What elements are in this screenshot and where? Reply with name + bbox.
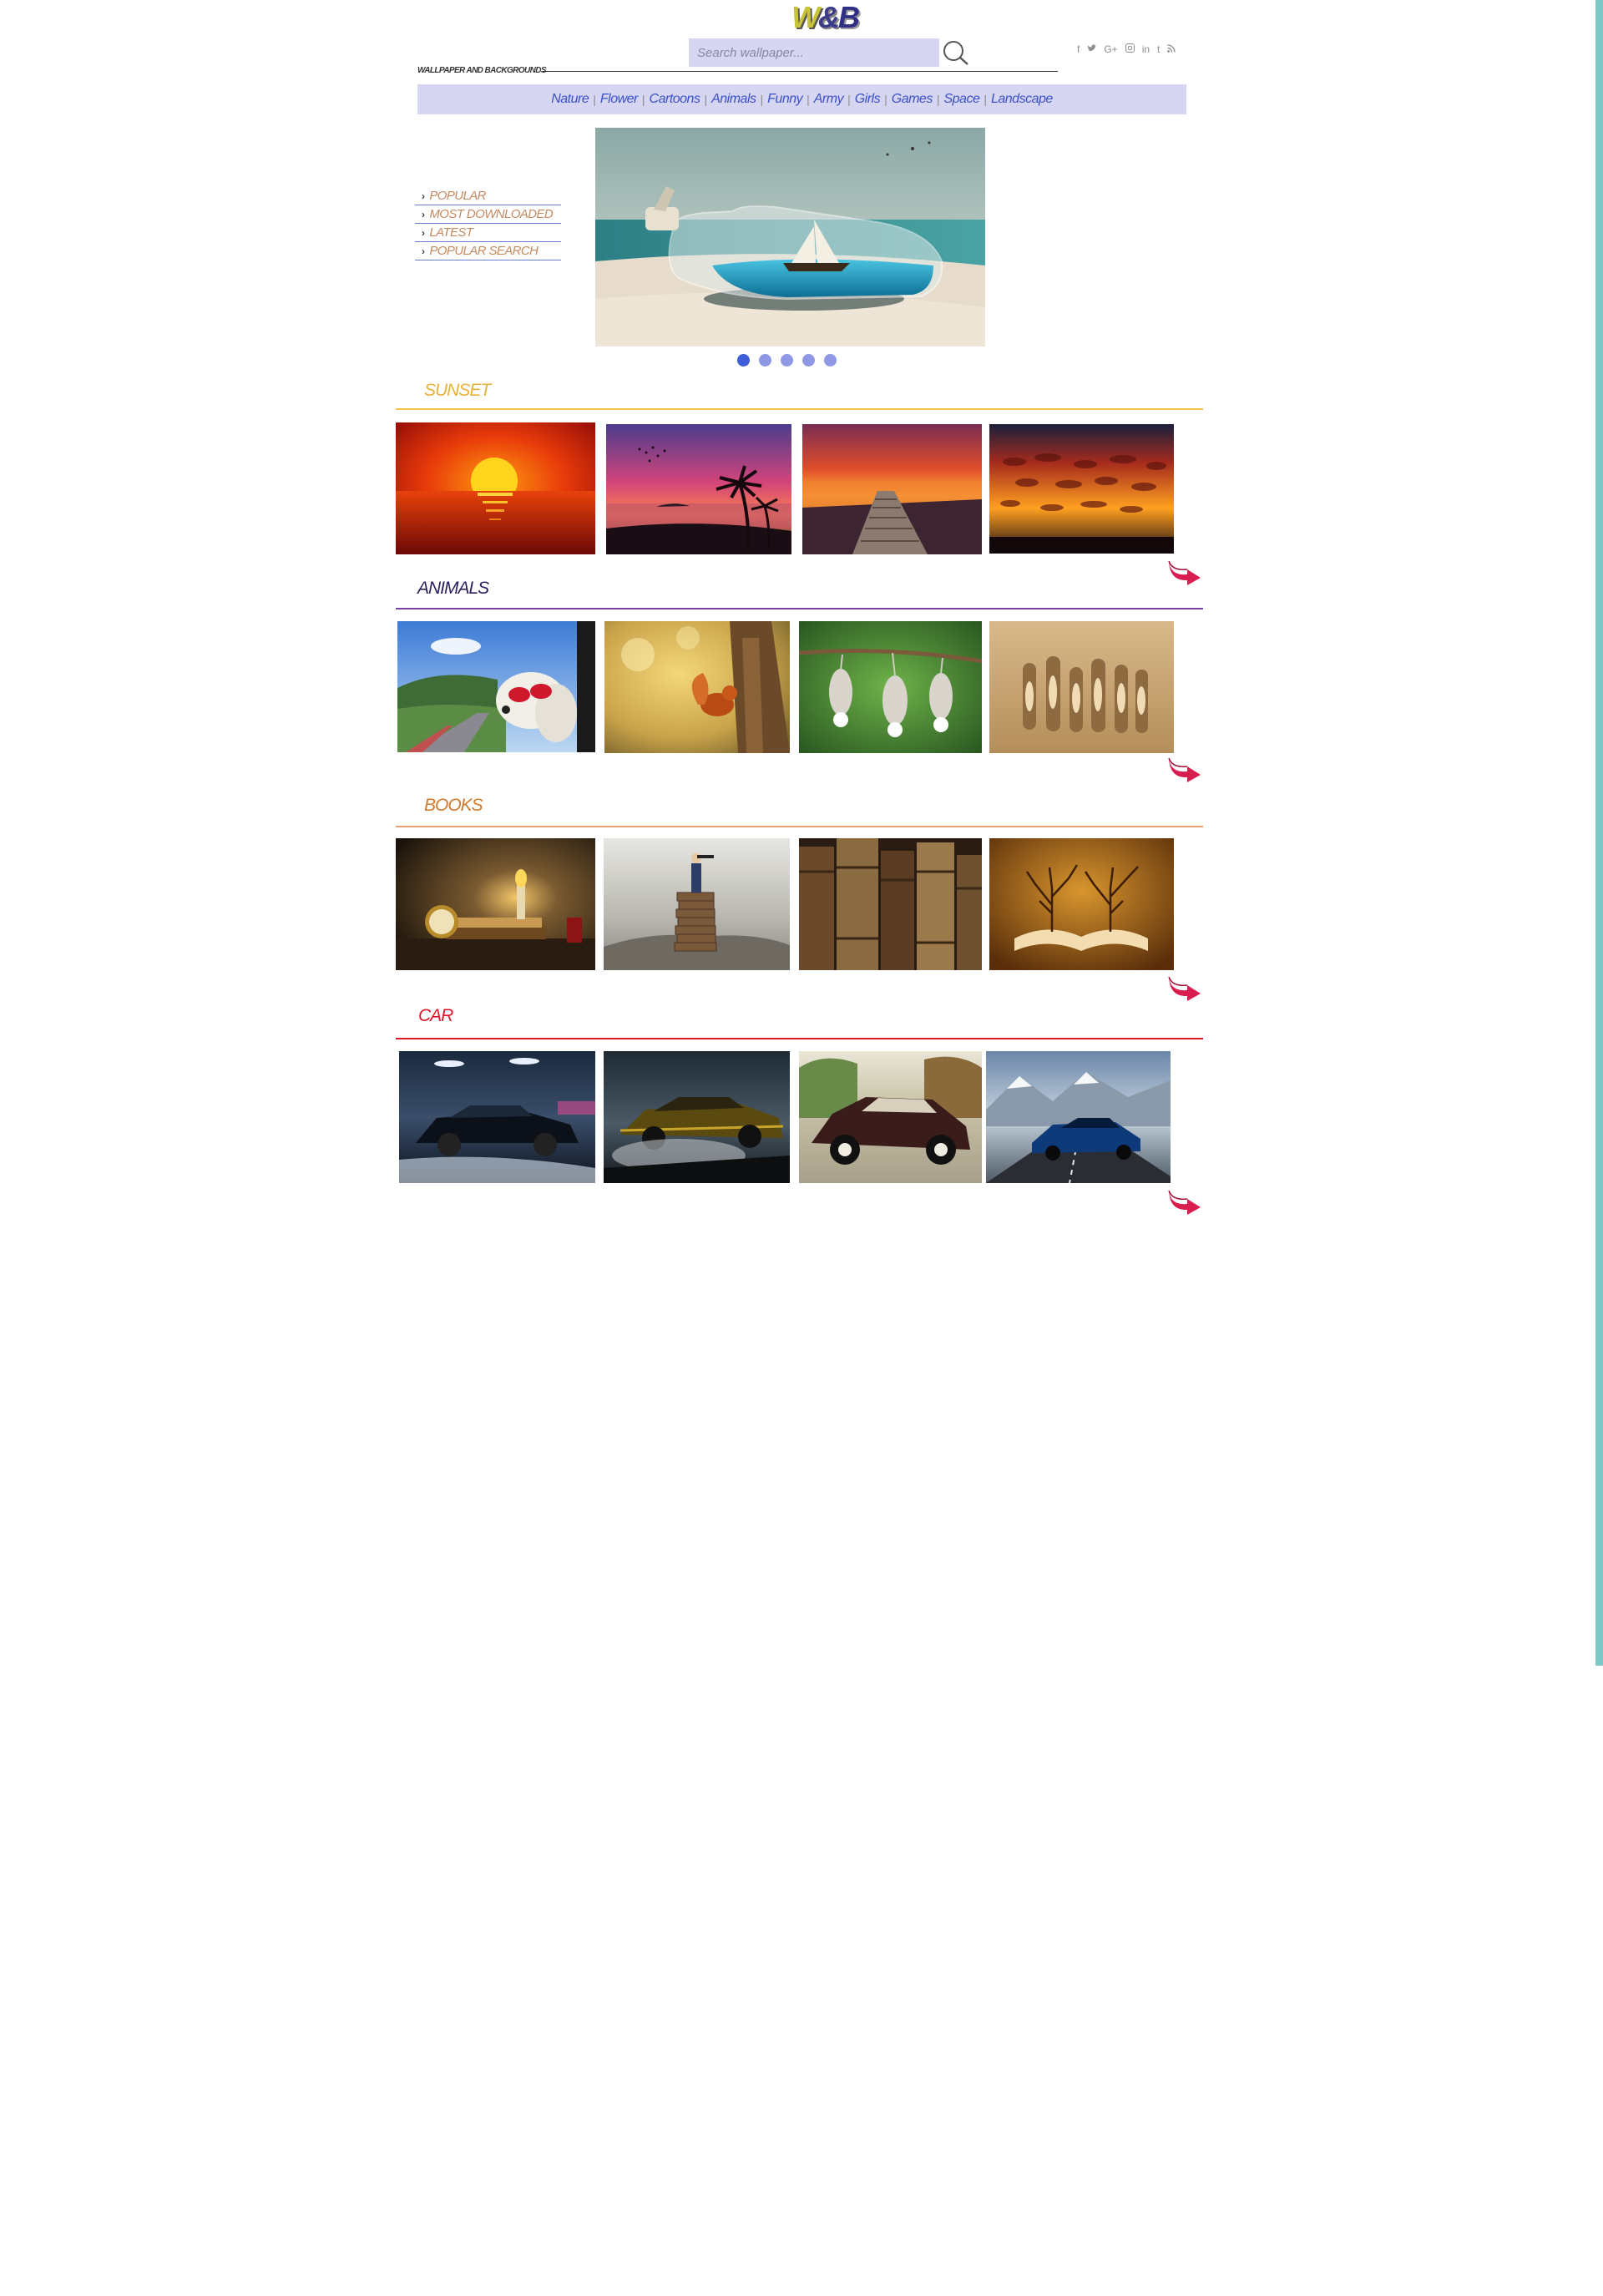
- nav-item-girls[interactable]: Girls: [854, 92, 881, 106]
- nav-separator: |: [884, 93, 887, 106]
- nav-item-games[interactable]: Games: [891, 92, 933, 106]
- twitter-icon[interactable]: [1087, 43, 1097, 55]
- side-item-most-downloaded[interactable]: › MOST DOWNLOADED: [415, 205, 561, 224]
- rss-icon[interactable]: [1167, 43, 1176, 55]
- section-divider: [396, 608, 1203, 609]
- slider-dot[interactable]: [824, 354, 837, 367]
- search-input[interactable]: [689, 38, 939, 67]
- tumblr-icon[interactable]: t: [1157, 43, 1161, 55]
- thumb-sunset-4[interactable]: [989, 424, 1174, 554]
- slider-dot[interactable]: [781, 354, 793, 367]
- side-item-label: POPULAR SEARCH: [429, 244, 539, 258]
- section-title-animals[interactable]: ANIMALS: [417, 579, 489, 598]
- side-menu: › POPULAR › MOST DOWNLOADED › LATEST › POPUL…: [415, 187, 561, 260]
- thumb-books-4[interactable]: [989, 838, 1174, 970]
- section-divider: [396, 1038, 1203, 1039]
- side-item-label: POPULAR: [429, 189, 486, 203]
- nav-item-cartoons[interactable]: Cartoons: [649, 92, 700, 106]
- logo-amp: &: [817, 0, 840, 34]
- slider-dot[interactable]: [802, 354, 815, 367]
- category-nav: Nature | Flower | Cartoons | Animals | Funny…: [417, 84, 1186, 114]
- instagram-icon[interactable]: [1125, 43, 1135, 55]
- thumb-sunset-1[interactable]: [396, 422, 595, 554]
- site-logo[interactable]: W&B: [791, 0, 875, 37]
- more-car-arrow-icon[interactable]: [1167, 1187, 1202, 1216]
- thumb-animals-4[interactable]: [989, 621, 1174, 753]
- thumb-animals-2[interactable]: [604, 621, 790, 753]
- logo-b: B: [837, 0, 860, 34]
- thumb-car-4[interactable]: [986, 1051, 1171, 1183]
- featured-slider-image[interactable]: [595, 128, 985, 346]
- section-divider: [396, 408, 1203, 410]
- side-item-popular[interactable]: › POPULAR: [415, 187, 561, 205]
- side-item-label: LATEST: [429, 225, 473, 240]
- section-divider: [396, 826, 1203, 827]
- nav-item-army[interactable]: Army: [813, 92, 844, 106]
- nav-item-flower[interactable]: Flower: [599, 92, 639, 106]
- thumb-animals-3[interactable]: [799, 621, 982, 753]
- slider-dot[interactable]: [737, 354, 750, 367]
- side-item-popular-search[interactable]: › POPULAR SEARCH: [415, 242, 561, 260]
- thumb-car-3[interactable]: [799, 1051, 982, 1183]
- linkedin-icon[interactable]: in: [1141, 43, 1150, 55]
- site-tagline: WALLPAPER AND BACKGROUNDS: [417, 66, 546, 75]
- thumb-books-1[interactable]: [396, 838, 595, 970]
- nav-separator: |: [807, 93, 810, 106]
- google-plus-icon[interactable]: G+: [1104, 43, 1118, 55]
- logo-w: W: [791, 0, 820, 34]
- facebook-icon[interactable]: f: [1077, 43, 1080, 55]
- social-icons: f G+ in t: [1077, 43, 1176, 55]
- nav-separator: |: [760, 93, 764, 106]
- chevron-right-icon: ›: [422, 209, 425, 220]
- section-title-books[interactable]: BOOKS: [424, 796, 483, 815]
- side-item-latest[interactable]: › LATEST: [415, 224, 561, 242]
- header-divider: [543, 71, 1058, 72]
- nav-item-landscape[interactable]: Landscape: [990, 92, 1053, 106]
- side-item-label: MOST DOWNLOADED: [429, 207, 554, 221]
- thumb-books-3[interactable]: [799, 838, 982, 970]
- slider-pagination: [737, 354, 837, 367]
- nav-separator: |: [641, 93, 645, 106]
- search-icon[interactable]: [940, 38, 970, 67]
- thumb-books-2[interactable]: [604, 838, 790, 970]
- chevron-right-icon: ›: [422, 190, 425, 202]
- nav-separator: |: [936, 93, 940, 106]
- nav-separator: |: [984, 93, 987, 106]
- chevron-right-icon: ›: [422, 245, 425, 257]
- thumb-sunset-3[interactable]: [802, 424, 982, 554]
- nav-separator: |: [704, 93, 708, 106]
- nav-item-nature[interactable]: Nature: [551, 92, 589, 106]
- slider-dot[interactable]: [759, 354, 771, 367]
- thumb-car-1[interactable]: [399, 1051, 595, 1183]
- nav-item-space[interactable]: Space: [943, 92, 980, 106]
- more-sunset-arrow-icon[interactable]: [1167, 558, 1202, 586]
- right-edge-bar: [1595, 0, 1603, 1666]
- nav-separator: |: [847, 93, 851, 106]
- nav-item-animals[interactable]: Animals: [711, 92, 756, 106]
- more-animals-arrow-icon[interactable]: [1167, 755, 1202, 783]
- section-title-car[interactable]: CAR: [418, 1006, 453, 1025]
- thumb-sunset-2[interactable]: [606, 424, 791, 554]
- section-title-sunset[interactable]: SUNSET: [424, 381, 491, 400]
- nav-item-funny[interactable]: Funny: [767, 92, 803, 106]
- chevron-right-icon: ›: [422, 227, 425, 239]
- search-box: [689, 38, 939, 67]
- more-books-arrow-icon[interactable]: [1167, 974, 1202, 1002]
- nav-separator: |: [593, 93, 596, 106]
- thumb-animals-1[interactable]: [397, 621, 595, 752]
- thumb-car-2[interactable]: [604, 1051, 790, 1183]
